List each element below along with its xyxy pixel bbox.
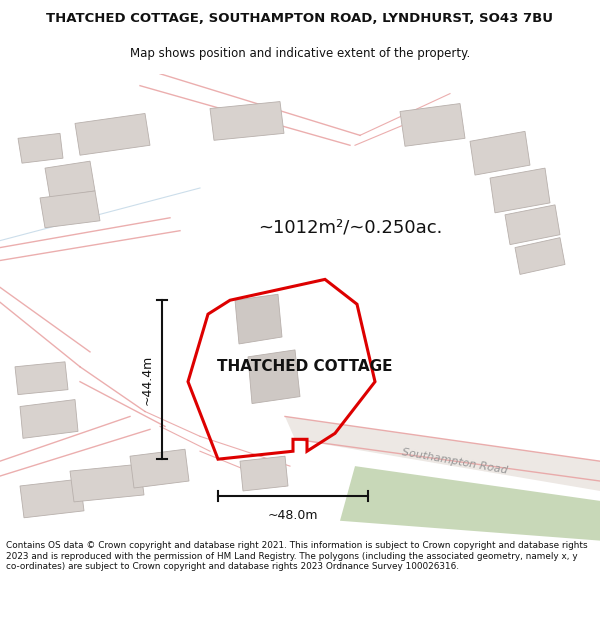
Polygon shape	[20, 479, 84, 518]
Text: Contains OS data © Crown copyright and database right 2021. This information is : Contains OS data © Crown copyright and d…	[6, 541, 587, 571]
Polygon shape	[515, 238, 565, 274]
Polygon shape	[40, 191, 100, 228]
Text: ~44.4m: ~44.4m	[140, 354, 154, 405]
Polygon shape	[20, 399, 78, 438]
Text: Map shows position and indicative extent of the property.: Map shows position and indicative extent…	[130, 47, 470, 59]
Text: ~48.0m: ~48.0m	[268, 509, 318, 522]
Polygon shape	[130, 449, 189, 488]
Text: ~1012m²/~0.250ac.: ~1012m²/~0.250ac.	[258, 219, 442, 237]
Polygon shape	[505, 205, 560, 244]
Polygon shape	[490, 168, 550, 213]
Polygon shape	[45, 161, 95, 198]
Polygon shape	[210, 102, 284, 140]
Polygon shape	[340, 466, 600, 541]
Polygon shape	[240, 456, 288, 491]
Polygon shape	[235, 294, 282, 344]
Polygon shape	[18, 133, 63, 163]
Text: THATCHED COTTAGE: THATCHED COTTAGE	[217, 359, 393, 374]
Polygon shape	[75, 114, 150, 155]
Polygon shape	[400, 104, 465, 146]
Polygon shape	[248, 350, 300, 404]
Polygon shape	[70, 464, 144, 502]
Polygon shape	[15, 362, 68, 394]
Text: Southampton Road: Southampton Road	[401, 447, 509, 476]
Polygon shape	[285, 416, 600, 491]
Polygon shape	[470, 131, 530, 175]
Text: THATCHED COTTAGE, SOUTHAMPTON ROAD, LYNDHURST, SO43 7BU: THATCHED COTTAGE, SOUTHAMPTON ROAD, LYND…	[47, 12, 554, 25]
